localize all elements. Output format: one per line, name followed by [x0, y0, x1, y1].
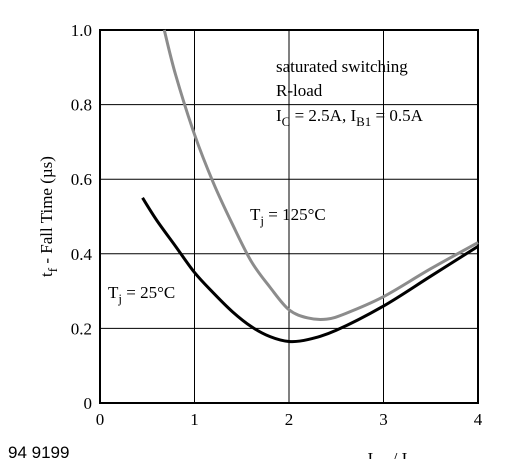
line-series — [162, 29, 479, 321]
figure-code: 94 9199 — [8, 443, 69, 459]
plot-frame — [99, 29, 479, 404]
annotation-part: C — [282, 114, 291, 129]
annotation: IC = 2.5A, IB1 = 0.5A — [276, 106, 424, 129]
annotation-part: j — [117, 291, 122, 306]
annotation-part: saturated switching — [276, 57, 408, 76]
x-tick-label: 1 — [190, 410, 199, 429]
y-axis-label-part: - Fall Time (µs) — [37, 156, 56, 268]
x-axis-label-part: I — [368, 449, 374, 459]
annotation-part: R-load — [276, 81, 323, 100]
x-tick-label: 3 — [379, 410, 388, 429]
y-tick-label: 0 — [84, 394, 93, 413]
x-axis-label-part: / I — [388, 449, 407, 459]
x-tick-label: 0 — [96, 410, 105, 429]
annotation-part: j — [259, 213, 264, 228]
y-tick-label: 0.2 — [71, 319, 92, 338]
x-axis-label-part: B1 — [407, 457, 422, 459]
y-tick-label: 0.8 — [71, 96, 92, 115]
y-axis-label: tf - Fall Time (µs) — [37, 156, 60, 277]
annotation: R-load — [276, 81, 323, 100]
x-axis-label: IB2 / IB1 — [368, 449, 423, 459]
y-tick-label: 1.0 — [71, 21, 92, 40]
line-series — [141, 197, 479, 344]
y-tick-label: 0.6 — [71, 170, 92, 189]
annotation-part: = 125°C — [264, 205, 326, 224]
annotation-part: = 2.5A, I — [290, 106, 356, 125]
annotation-part: I — [276, 106, 282, 125]
x-tick-label: 4 — [474, 410, 483, 429]
annotation: Tj = 25°C — [108, 283, 175, 306]
x-axis-label-part: B2 — [373, 457, 388, 459]
y-tick-label: 0.4 — [71, 245, 93, 264]
annotation: saturated switching — [276, 57, 408, 76]
annotation-part: T — [250, 205, 261, 224]
y-axis-label-part: t — [37, 272, 56, 277]
annotation: Tj = 125°C — [250, 205, 326, 228]
annotation-part: = 0.5A — [371, 106, 423, 125]
annotation-part: T — [108, 283, 119, 302]
x-tick-label: 2 — [285, 410, 294, 429]
annotation-part: = 25°C — [122, 283, 175, 302]
y-axis-label-part: f — [45, 267, 60, 272]
annotation-part: B1 — [356, 114, 371, 129]
